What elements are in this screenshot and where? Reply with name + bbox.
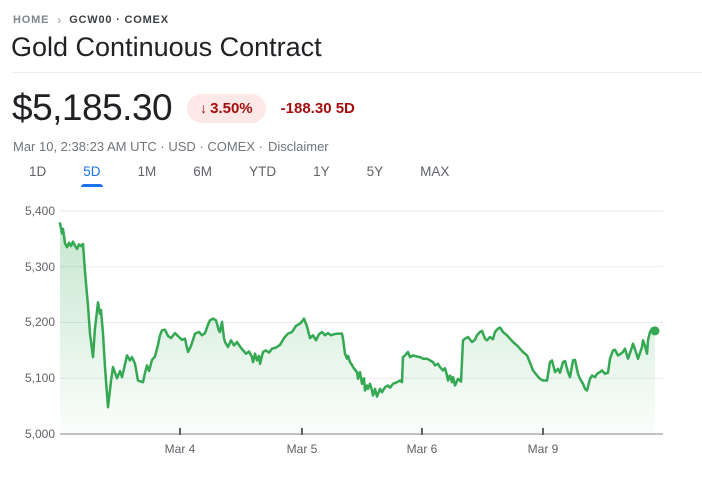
- quote-meta: Mar 10, 2:38:23 AM UTC · USD · COMEX · D…: [13, 139, 329, 154]
- breadcrumb: HOME › GCW00 · COMEX: [13, 13, 169, 27]
- tab-1m[interactable]: 1M: [137, 164, 157, 179]
- y-axis-label: 5,000: [24, 427, 55, 441]
- y-axis-label: 5,100: [24, 371, 55, 385]
- tab-1y[interactable]: 1Y: [313, 164, 330, 179]
- change-percent-badge: ↓ 3.50%: [187, 93, 266, 123]
- quote-meta-text: Mar 10, 2:38:23 AM UTC · USD · COMEX ·: [13, 139, 263, 154]
- header-divider: [13, 72, 702, 73]
- disclaimer-link[interactable]: Disclaimer: [267, 139, 329, 154]
- tab-1d[interactable]: 1D: [29, 164, 47, 179]
- tab-5y[interactable]: 5Y: [366, 164, 384, 179]
- breadcrumb-home-link[interactable]: HOME: [13, 14, 50, 26]
- x-axis-label: Mar 5: [286, 442, 318, 456]
- change-percent-value: 3.50%: [210, 99, 253, 117]
- tab-6m[interactable]: 6M: [193, 164, 213, 179]
- tab-max[interactable]: MAX: [420, 164, 450, 179]
- y-axis-label: 5,400: [24, 204, 55, 218]
- breadcrumb-symbol[interactable]: GCW00 · COMEX: [69, 14, 169, 26]
- change-absolute: -188.30 5D: [280, 99, 355, 117]
- x-axis-label: Mar 4: [164, 442, 196, 456]
- tab-ytd[interactable]: YTD: [249, 164, 277, 179]
- time-range-tabs: 1D 5D 1M 6M YTD 1Y 5Y MAX: [27, 164, 451, 187]
- quote-summary: $5,185.30 ↓ 3.50% -188.30 5D: [12, 87, 355, 129]
- tab-5d[interactable]: 5D: [81, 164, 103, 187]
- x-axis-label: Mar 6: [406, 442, 438, 456]
- y-axis-label: 5,300: [24, 260, 55, 274]
- x-axis-label: Mar 9: [527, 442, 559, 456]
- down-arrow-icon: ↓: [200, 100, 208, 116]
- chevron-right-icon: ›: [57, 13, 62, 27]
- y-axis-label: 5,200: [24, 315, 55, 329]
- current-price: $5,185.30: [12, 87, 173, 128]
- page-title: Gold Continuous Contract: [11, 32, 322, 62]
